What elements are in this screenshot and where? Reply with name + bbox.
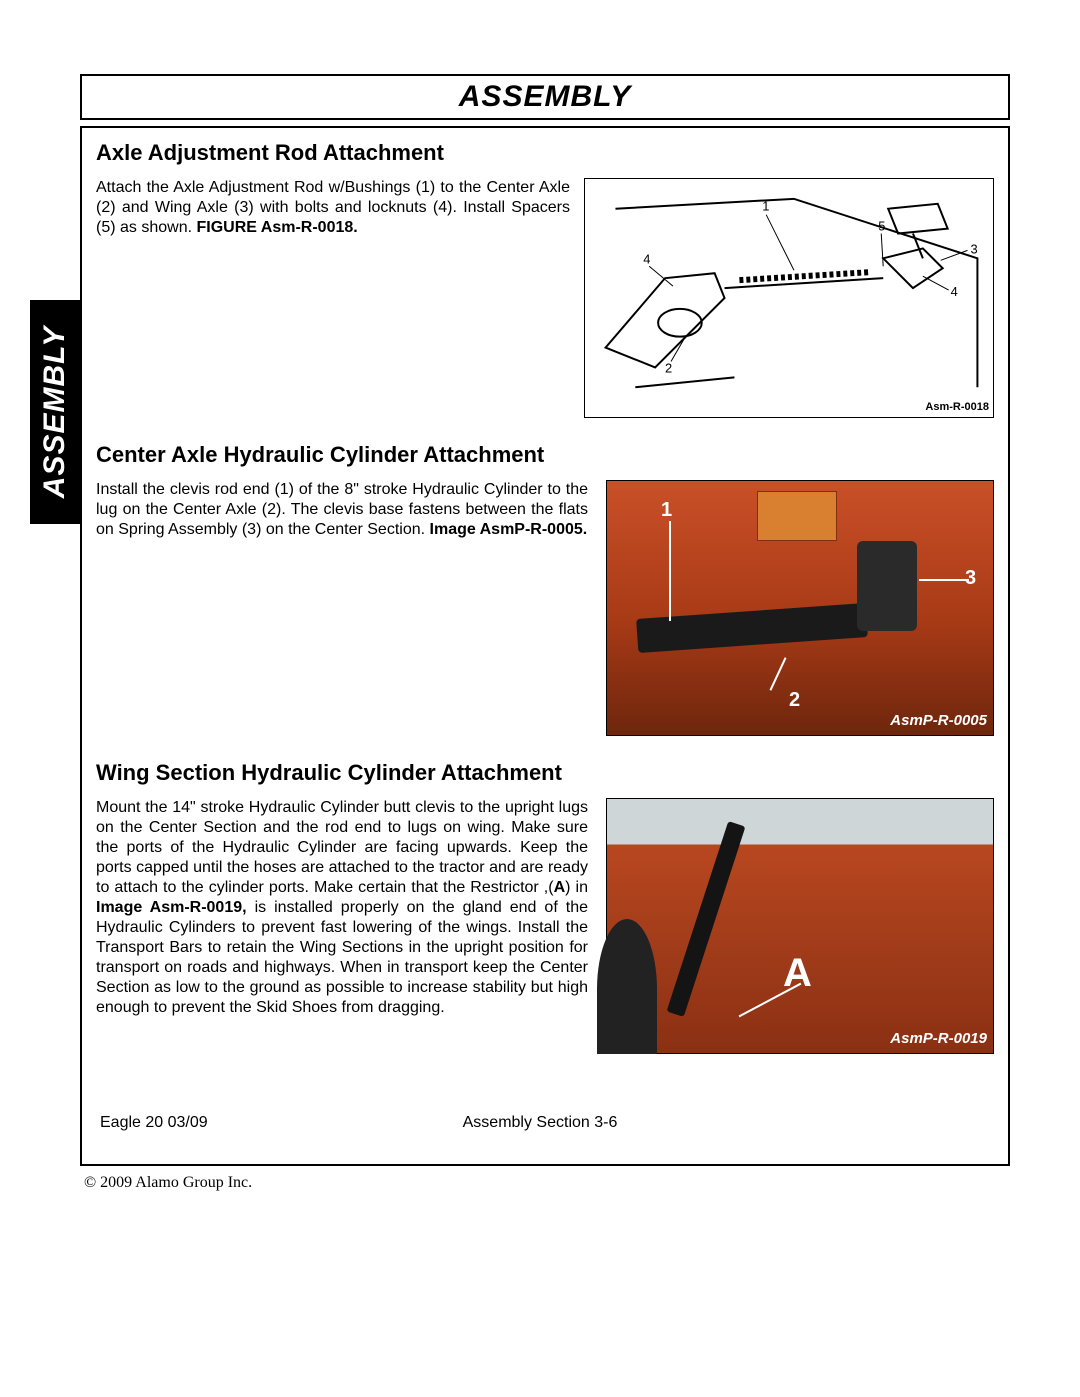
tire-shape <box>597 919 657 1054</box>
body-part3: is installed properly on the gland end o… <box>96 899 588 1016</box>
page-title: ASSEMBLY <box>82 80 1008 114</box>
hydraulic-cylinder-shape <box>667 821 746 1017</box>
section-tab: ASSEMBLY <box>30 300 80 524</box>
body-bold: Image Asm-R-0019, <box>96 899 247 916</box>
section-center-axle-hydraulic: Center Axle Hydraulic Cylinder Attachmen… <box>96 442 994 736</box>
body-center-axle-hydraulic: Install the clevis rod end (1) of the 8"… <box>96 480 588 540</box>
footer-center: Assembly Section 3-6 <box>0 1114 1080 1132</box>
body-text-bold: FIGURE Asm-R-0018. <box>196 219 357 236</box>
content-area: Axle Adjustment Rod Attachment 1 <box>96 140 994 1076</box>
callout-2: 2 <box>789 689 800 712</box>
heading-wing-hydraulic: Wing Section Hydraulic Cylinder Attachme… <box>96 760 994 786</box>
callout-4b: 4 <box>951 284 958 299</box>
triangle-reflector-shape <box>757 491 837 541</box>
section-tab-label: ASSEMBLY <box>38 326 72 498</box>
figure-asmp-r-0005: 1 2 3 AsmP-R-0005 <box>606 480 994 736</box>
callout-line <box>769 657 786 690</box>
callout-line <box>739 983 802 1018</box>
body-axle-adjustment: Attach the Axle Adjustment Rod w/Bushing… <box>96 178 576 238</box>
callout-3: 3 <box>970 241 977 256</box>
callout-4a: 4 <box>643 251 650 266</box>
heading-axle-adjustment: Axle Adjustment Rod Attachment <box>96 140 994 166</box>
figure-asmp-r-0019: A AsmP-R-0019 <box>606 798 994 1054</box>
photo-placeholder: 1 2 3 <box>607 481 993 735</box>
callout-2: 2 <box>665 360 672 375</box>
figure-asm-r-0018: 1 2 3 4 4 5 Asm-R-0018 <box>584 178 994 418</box>
spring-assembly-shape <box>857 541 917 631</box>
callout-1: 1 <box>661 499 672 522</box>
callout-1: 1 <box>762 199 769 214</box>
figure-id-label: Asm-R-0018 <box>925 401 989 413</box>
section-axle-adjustment: Axle Adjustment Rod Attachment 1 <box>96 140 994 418</box>
heading-center-axle-hydraulic: Center Axle Hydraulic Cylinder Attachmen… <box>96 442 994 468</box>
body-text-bold: Image AsmP-R-0005. <box>430 521 588 538</box>
callout-line <box>919 579 969 581</box>
body-letter-a: A <box>554 879 566 896</box>
photo-placeholder: A <box>607 799 993 1053</box>
page-title-bar: ASSEMBLY <box>80 74 1010 120</box>
body-part2: ) in <box>565 879 588 896</box>
body-part1: Mount the 14" stroke Hydraulic Cylinder … <box>96 799 588 896</box>
callout-5: 5 <box>878 219 885 234</box>
figure-line-art: 1 2 3 4 4 5 <box>585 179 993 417</box>
section-wing-hydraulic: Wing Section Hydraulic Cylinder Attachme… <box>96 760 994 1054</box>
callout-line <box>669 521 671 621</box>
copyright: © 2009 Alamo Group Inc. <box>84 1174 252 1192</box>
figure-id-label: AsmP-R-0019 <box>890 1030 987 1047</box>
figure-id-label: AsmP-R-0005 <box>890 712 987 729</box>
body-wing-hydraulic: Mount the 14" stroke Hydraulic Cylinder … <box>96 798 588 1018</box>
